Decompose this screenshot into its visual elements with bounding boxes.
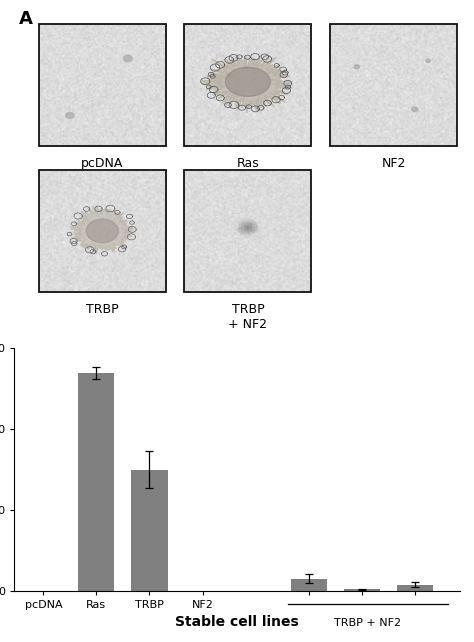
Text: pcDNA: pcDNA [81,157,123,170]
X-axis label: Stable cell lines: Stable cell lines [175,615,299,629]
Bar [78,372,114,591]
Bar [397,585,433,591]
Bar [39,24,166,146]
Text: NF2: NF2 [382,157,406,170]
Polygon shape [70,206,134,254]
Polygon shape [86,219,118,243]
Bar [291,578,327,591]
Polygon shape [247,227,249,228]
Polygon shape [123,55,132,62]
Text: A: A [18,10,33,28]
Polygon shape [237,219,259,236]
Bar [39,170,166,291]
Polygon shape [426,59,430,62]
Bar [184,170,311,291]
Polygon shape [412,107,418,112]
Polygon shape [243,224,253,232]
Polygon shape [201,55,292,113]
Polygon shape [225,67,271,96]
Polygon shape [237,221,258,235]
Bar [344,589,380,591]
Text: TRBP
+ NF2: TRBP + NF2 [228,303,267,331]
Polygon shape [354,65,359,69]
Polygon shape [66,112,74,118]
Text: Ras: Ras [237,157,259,170]
Text: TRBP + NF2: TRBP + NF2 [335,618,401,629]
Polygon shape [240,222,255,232]
Polygon shape [245,225,252,230]
Text: TRBP: TRBP [86,303,118,316]
Bar [184,24,311,146]
Bar [131,469,167,591]
Bar [330,24,457,146]
